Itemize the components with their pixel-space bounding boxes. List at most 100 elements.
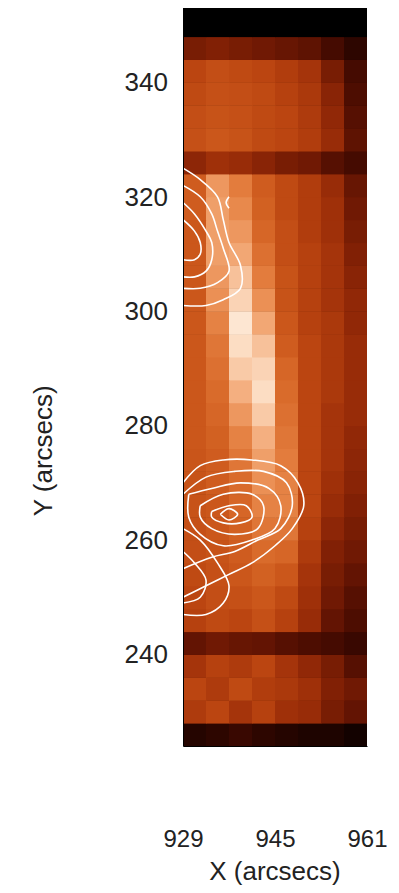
heatmap-cell [229,357,253,380]
heatmap-cell [183,700,207,723]
heatmap-cell [206,677,230,700]
heatmap-cell [298,563,322,586]
heatmap-cell [298,517,322,540]
heatmap-cell [275,82,299,105]
heatmap-cell [298,586,322,609]
heatmap-cell [206,563,230,586]
heatmap-cell [344,37,367,60]
heatmap-cell [229,700,253,723]
heatmap-cell [183,586,207,609]
contour-line [226,197,229,208]
y-tick-label: 280 [125,410,168,440]
heatmap-cell [183,723,207,746]
heatmap-cell [321,105,345,128]
heatmap-cell [229,609,253,632]
heatmap-cell [252,243,276,266]
heatmap-cell [321,517,345,540]
heatmap-cell [344,700,367,723]
heatmap-cell [321,265,345,288]
heatmap-cell [252,563,276,586]
heatmap-cell [298,59,322,82]
heatmap-cell [275,380,299,403]
heatmap-cell [298,723,322,746]
heatmap-cell [183,311,207,334]
heatmap-cell [321,243,345,266]
heatmap-cell [321,82,345,105]
heatmap-cell [344,334,367,357]
heatmap-cell [252,334,276,357]
heatmap-cell [344,220,367,243]
heatmap-cell [344,723,367,746]
heatmap-cell [229,654,253,677]
heatmap-cell [275,151,299,174]
heatmap-cell [252,357,276,380]
heatmap-cell [321,494,345,517]
heatmap-cell [252,220,276,243]
heatmap-cell [298,357,322,380]
heatmap-cell [252,105,276,128]
heatmap-cell [252,609,276,632]
heatmap-cell [298,174,322,197]
heatmap-cell [252,380,276,403]
heatmap-cell [344,357,367,380]
heatmap-cell [298,288,322,311]
heatmap-cell [183,357,207,380]
heatmap-cell [252,59,276,82]
heatmap-cell [229,82,253,105]
heatmap-cell [344,380,367,403]
heatmap-cell [229,632,253,655]
heatmap-cell [321,128,345,151]
heatmap-cell [321,220,345,243]
heatmap-cell [275,59,299,82]
y-tick-label: 320 [125,182,168,212]
x-axis: 929945961 [163,746,387,852]
heatmap-cell [298,403,322,426]
heatmap-cell [206,288,230,311]
heatmap-cell [206,380,230,403]
heatmap-cell [321,380,345,403]
heatmap-cell [252,265,276,288]
heatmap-cell [321,403,345,426]
heatmap-cell [229,311,253,334]
y-tick-label: 260 [125,525,168,555]
cells [183,14,367,746]
heatmap-cell [321,288,345,311]
heatmap-cell [344,471,367,494]
heatmap-cell [229,380,253,403]
heatmap-cell [344,197,367,220]
heatmap-cell [252,151,276,174]
heatmap-cell [321,632,345,655]
heatmap-cell [344,609,367,632]
heatmap-cell [229,403,253,426]
heatmap-cell [298,197,322,220]
heatmap-cell [206,311,230,334]
heatmap-cell [275,128,299,151]
heatmap-cell [275,609,299,632]
heatmap-cell [298,220,322,243]
heatmap-cell [275,105,299,128]
heatmap-cell [206,174,230,197]
heatmap-cell [229,197,253,220]
x-tick-label: 961 [347,825,387,852]
heatmap-cell [229,288,253,311]
heatmap-cell [183,494,207,517]
heatmap-cell [206,37,230,60]
contour-line [183,203,213,278]
heatmap-cell [275,311,299,334]
heatmap-cell [252,632,276,655]
heatmap-cell [229,426,253,449]
heatmap-cell [344,82,367,105]
heatmap-cell [206,609,230,632]
heatmap-cell [321,609,345,632]
heatmap-cell [252,174,276,197]
heatmap-cell [229,586,253,609]
heatmap-cell [344,59,367,82]
heatmap-cell [344,563,367,586]
heatmap-cell [183,105,207,128]
heatmap-cell [229,59,253,82]
chart: 240260280300320340929945961X (arcsecs)Y … [0,0,399,893]
heatmap-cell [206,700,230,723]
heatmap-cell [321,14,345,37]
heatmap-cell [344,654,367,677]
heatmap-cell [344,403,367,426]
